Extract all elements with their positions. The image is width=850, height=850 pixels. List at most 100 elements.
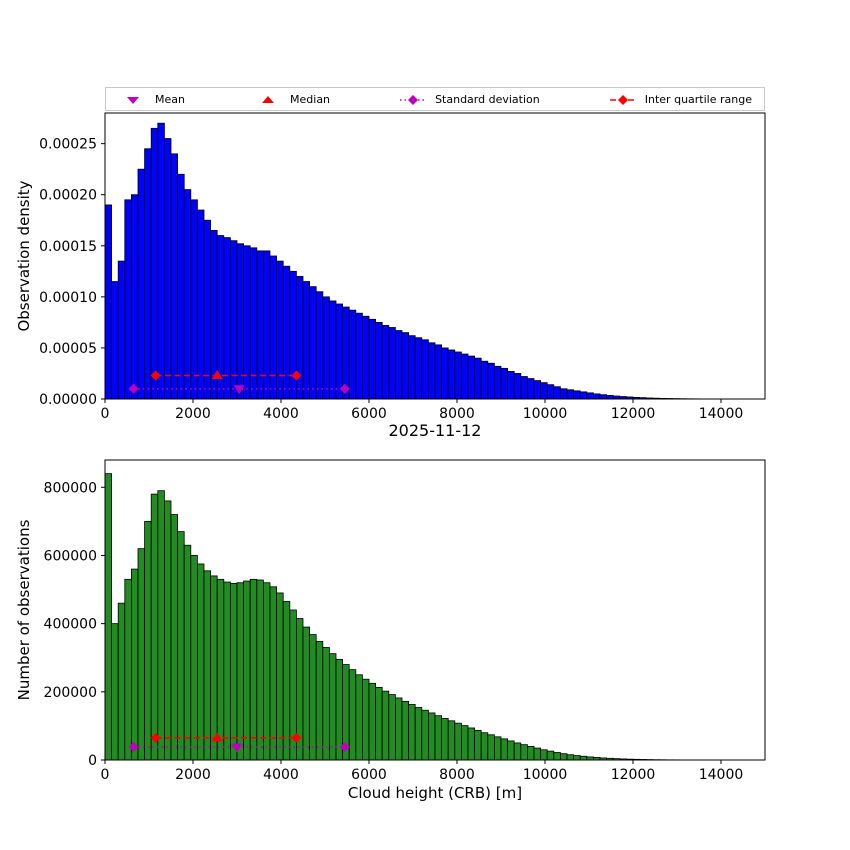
y-tick-label: 400000 — [44, 617, 97, 633]
histogram-bar — [401, 332, 409, 400]
histogram-bar — [441, 718, 449, 761]
x-tick-label: 10000 — [523, 406, 568, 422]
histogram-bar — [560, 753, 568, 761]
statistic-markers — [128, 732, 350, 753]
std-left-diamond-icon — [128, 742, 139, 753]
histogram-bar — [447, 349, 456, 400]
histogram-bar — [117, 602, 126, 761]
histogram-bar — [315, 640, 324, 761]
histogram-bar — [474, 357, 482, 400]
diamond-dotted-line-icon — [400, 95, 427, 105]
histogram-bar — [375, 686, 383, 761]
histogram-bar — [309, 286, 317, 400]
iqr-right-diamond-icon — [291, 370, 302, 381]
statistic-markers — [128, 370, 350, 395]
histogram-bar — [355, 674, 363, 761]
histogram-bar — [355, 312, 363, 400]
histogram-bar — [256, 579, 264, 761]
histogram-bar — [282, 265, 291, 400]
histogram-bar — [467, 355, 475, 400]
histogram-bar — [163, 138, 172, 400]
histogram-bar — [256, 250, 264, 400]
histogram-bar — [276, 592, 284, 761]
std-right-diamond-icon — [339, 383, 350, 394]
x-tick-label: 12000 — [611, 406, 656, 422]
histogram-bar — [177, 173, 185, 400]
histogram-bar — [434, 344, 442, 400]
histogram-bar — [533, 380, 541, 400]
histogram-bar — [117, 260, 126, 400]
histogram-bar — [229, 583, 238, 761]
x-tick-label: 0 — [101, 406, 110, 422]
y-tick-label: 800000 — [44, 480, 97, 496]
y-axis-label-bottom: Number of observations — [15, 519, 33, 701]
axes-frame — [104, 459, 766, 761]
histogram-bar — [328, 300, 337, 400]
histogram-bar — [493, 365, 502, 400]
histogram-bar — [553, 752, 561, 761]
histogram-bar — [216, 578, 225, 761]
histogram-bar — [262, 250, 271, 400]
histogram-bar — [322, 647, 330, 761]
histogram-bar — [269, 255, 277, 400]
histogram-bar — [282, 601, 291, 761]
histogram-bar — [276, 260, 284, 400]
histogram-bar — [394, 330, 403, 400]
x-tick-label: 6000 — [351, 406, 387, 422]
median-triangle-up-icon — [211, 732, 223, 742]
x-tick-label: 4000 — [263, 767, 299, 783]
x-tick-label: 14000 — [699, 406, 744, 422]
histogram-bar — [183, 189, 192, 400]
histogram-bar — [348, 669, 357, 761]
histogram-bar — [500, 367, 508, 400]
histogram-bar — [137, 548, 145, 761]
std-right-diamond-icon — [339, 742, 350, 753]
x-tick-label: 8000 — [439, 406, 475, 422]
histogram-bar — [566, 754, 574, 761]
x-tick-label: 2000 — [175, 767, 211, 783]
histogram-bars — [104, 473, 733, 761]
histogram-bar — [210, 575, 218, 761]
histogram-bar — [388, 694, 396, 761]
histogram-bar — [507, 740, 515, 761]
histogram-bar — [401, 700, 409, 761]
histogram-bar — [249, 247, 258, 400]
density-histogram: 0 2000 4000 6000 8000 10000 12000 140000.000000… — [39, 112, 766, 422]
histogram-bar — [460, 353, 469, 400]
histogram-bar — [474, 729, 482, 761]
x-tick-label: 12000 — [611, 767, 656, 783]
histogram-bar — [487, 362, 495, 400]
histogram-bar — [348, 309, 357, 400]
histogram-bar — [302, 626, 310, 761]
histogram-bar — [460, 725, 469, 761]
histogram-bar — [434, 715, 442, 761]
histogram-bar — [361, 678, 370, 761]
mean-triangle-down-icon — [231, 743, 243, 753]
histogram-bar — [315, 291, 324, 400]
histogram-bar — [560, 388, 568, 400]
histogram-bar — [427, 342, 436, 400]
median-triangle-up-icon — [211, 370, 223, 380]
histogram-bar — [203, 570, 211, 761]
y-tick-label: 0.00025 — [39, 137, 97, 153]
histogram-bar — [124, 199, 132, 400]
x-tick-label: 2000 — [175, 406, 211, 422]
y-axis-ticks: 0.00000 0.00005 0.00010 0.00015 0.00020 0.000… — [39, 137, 105, 408]
histogram-bar — [546, 384, 555, 400]
histogram-bar — [487, 734, 495, 761]
histogram-bar — [375, 321, 383, 400]
histogram-bar — [262, 582, 271, 761]
y-tick-label: 0 — [88, 753, 97, 769]
histogram-bar — [533, 747, 541, 761]
histogram-bar — [480, 732, 489, 761]
histogram-bar — [157, 122, 165, 400]
histogram-bar — [586, 392, 594, 400]
histogram-bar — [144, 520, 152, 761]
histogram-bar — [546, 750, 555, 761]
histogram-bar — [454, 722, 462, 761]
histogram-bar — [579, 755, 588, 761]
histogram-bar — [322, 296, 330, 400]
histogram-bar — [414, 337, 423, 400]
histogram-bar — [553, 386, 561, 400]
